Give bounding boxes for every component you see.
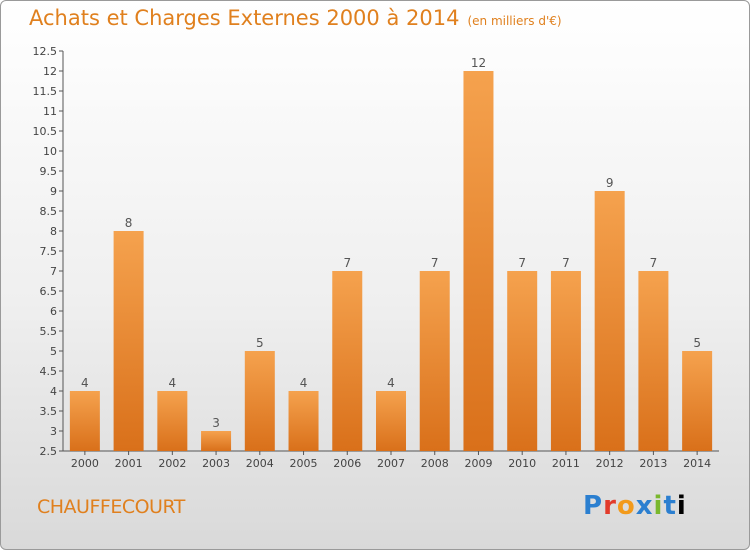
y-tick-label: 10 (43, 145, 57, 158)
bar-value-label: 8 (125, 216, 133, 230)
bar-value-label: 5 (693, 336, 701, 350)
y-tick-label: 2.5 (40, 445, 58, 458)
x-tick-label: 2004 (246, 457, 274, 470)
y-tick-label: 5.5 (40, 325, 58, 338)
bar-value-label: 9 (606, 176, 614, 190)
bar (113, 231, 144, 451)
bar (332, 271, 363, 451)
x-tick-label: 2006 (333, 457, 361, 470)
y-tick-label: 6 (50, 305, 57, 318)
x-tick-label: 2002 (158, 457, 186, 470)
bar-value-label: 12 (471, 56, 486, 70)
x-tick-label: 2003 (202, 457, 230, 470)
bar-value-label: 4 (81, 376, 89, 390)
y-tick-label: 6.5 (40, 285, 58, 298)
bar (157, 391, 188, 451)
bar-value-label: 7 (650, 256, 658, 270)
bar (638, 271, 669, 451)
x-tick-label: 2001 (115, 457, 143, 470)
x-tick-label: 2007 (377, 457, 405, 470)
y-tick-label: 3 (50, 425, 57, 438)
bar-value-label: 4 (169, 376, 177, 390)
y-tick-label: 12.5 (33, 45, 58, 58)
chart-title: Achats et Charges Externes 2000 à 2014 (e… (29, 6, 562, 30)
bar (594, 191, 625, 451)
x-tick-label: 2014 (683, 457, 711, 470)
chart-title-text: Achats et Charges Externes 2000 à 2014 (29, 6, 460, 30)
bar (419, 271, 450, 451)
y-tick-label: 4 (50, 385, 57, 398)
y-tick-label: 4.5 (40, 365, 58, 378)
bar-value-label: 5 (256, 336, 264, 350)
proxiti-logo[interactable]: Proxiti (583, 491, 687, 521)
y-tick-label: 9 (50, 185, 57, 198)
bar (201, 431, 232, 451)
x-tick-label: 2010 (508, 457, 536, 470)
x-tick-label: 2009 (464, 457, 492, 470)
bar-value-label: 4 (300, 376, 308, 390)
bar-value-label: 7 (562, 256, 570, 270)
bar-value-label: 7 (518, 256, 526, 270)
commune-name: CHAUFFECOURT (37, 496, 185, 518)
y-tick-label: 5 (50, 345, 57, 358)
y-tick-label: 7.5 (40, 245, 58, 258)
x-tick-label: 2000 (71, 457, 99, 470)
bar (244, 351, 275, 451)
chart-unit: (en milliers d'€) (467, 14, 562, 28)
x-tick-label: 2008 (421, 457, 449, 470)
x-tick-label: 2011 (552, 457, 580, 470)
y-tick-label: 11 (43, 105, 57, 118)
x-tick-label: 2012 (596, 457, 624, 470)
y-tick-label: 10.5 (33, 125, 58, 138)
bar-value-label: 7 (431, 256, 439, 270)
y-tick-label: 3.5 (40, 405, 58, 418)
y-tick-label: 8.5 (40, 205, 58, 218)
bar (550, 271, 581, 451)
y-tick-label: 9.5 (40, 165, 58, 178)
y-tick-label: 11.5 (33, 85, 58, 98)
x-tick-label: 2005 (290, 457, 318, 470)
bar-value-label: 3 (212, 416, 220, 430)
y-tick-label: 8 (50, 225, 57, 238)
bar-value-label: 4 (387, 376, 395, 390)
y-tick-label: 12 (43, 65, 57, 78)
y-tick-label: 7 (50, 265, 57, 278)
bar-value-label: 7 (343, 256, 351, 270)
bar (463, 71, 494, 451)
bar (288, 391, 319, 451)
bar (69, 391, 100, 451)
bar (682, 351, 713, 451)
bar (507, 271, 538, 451)
x-tick-label: 2013 (639, 457, 667, 470)
bar (376, 391, 406, 451)
